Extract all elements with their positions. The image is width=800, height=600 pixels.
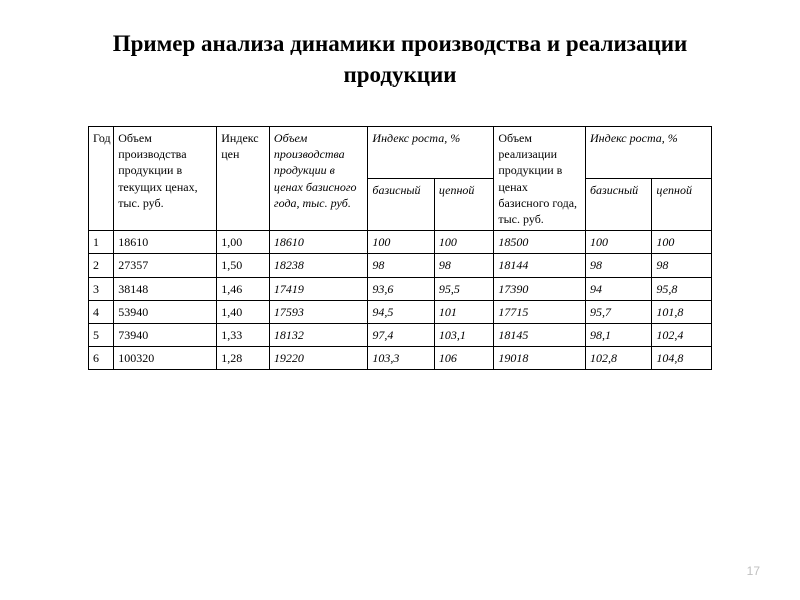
table-cell: 18132: [269, 323, 367, 346]
table-cell: 94,5: [368, 300, 434, 323]
col-prod-cur: Объем производства продукции в текущих ц…: [114, 127, 217, 231]
table-cell: 1,00: [217, 231, 270, 254]
page-number: 17: [747, 564, 760, 578]
table-body: 1186101,0018610100100185001001002273571,…: [89, 231, 712, 370]
table-cell: 18238: [269, 254, 367, 277]
table-cell: 27357: [114, 254, 217, 277]
table-cell: 102,8: [585, 347, 651, 370]
table-row: 4539401,401759394,51011771595,7101,8: [89, 300, 712, 323]
table-cell: 98: [368, 254, 434, 277]
table-cell: 106: [434, 347, 494, 370]
table-cell: 103,3: [368, 347, 434, 370]
col-prod-base: Объем производства продукции в ценах баз…: [269, 127, 367, 231]
table-cell: 101: [434, 300, 494, 323]
table-cell: 18145: [494, 323, 586, 346]
table-cell: 1,40: [217, 300, 270, 323]
table-cell: 73940: [114, 323, 217, 346]
table-cell: 100: [585, 231, 651, 254]
table-row: 3381481,461741993,695,5173909495,8: [89, 277, 712, 300]
col-growth-prod-chain: цепной: [434, 179, 494, 231]
col-growth-sale-chain: цепной: [652, 179, 712, 231]
table-cell: 18610: [269, 231, 367, 254]
table-cell: 98,1: [585, 323, 651, 346]
table-cell: 94: [585, 277, 651, 300]
table-cell: 19018: [494, 347, 586, 370]
col-growth-prod: Индекс роста, %: [368, 127, 494, 179]
table-cell: 102,4: [652, 323, 712, 346]
page-title: Пример анализа динамики производства и р…: [88, 28, 712, 90]
col-price-idx: Индекс цен: [217, 127, 270, 231]
dynamics-table: Год Объем производства продукции в текущ…: [88, 126, 712, 370]
table-cell: 53940: [114, 300, 217, 323]
col-year: Год: [89, 127, 114, 231]
col-growth-prod-base: базисный: [368, 179, 434, 231]
table-cell: 18610: [114, 231, 217, 254]
table-cell: 19220: [269, 347, 367, 370]
table-cell: 17715: [494, 300, 586, 323]
table-cell: 93,6: [368, 277, 434, 300]
table-cell: 104,8: [652, 347, 712, 370]
col-sales-base: Объем реализации продукции в ценах базис…: [494, 127, 586, 231]
table-cell: 4: [89, 300, 114, 323]
table-cell: 17593: [269, 300, 367, 323]
table-cell: 98: [652, 254, 712, 277]
col-growth-sale-base: базисный: [585, 179, 651, 231]
table-cell: 38148: [114, 277, 217, 300]
table-cell: 103,1: [434, 323, 494, 346]
table-cell: 100320: [114, 347, 217, 370]
table-cell: 101,8: [652, 300, 712, 323]
table-cell: 100: [368, 231, 434, 254]
table-cell: 17419: [269, 277, 367, 300]
table-cell: 17390: [494, 277, 586, 300]
table-cell: 1,33: [217, 323, 270, 346]
table-cell: 100: [434, 231, 494, 254]
table-row: 61003201,2819220103,310619018102,8104,8: [89, 347, 712, 370]
table-cell: 18500: [494, 231, 586, 254]
table-row: 1186101,001861010010018500100100: [89, 231, 712, 254]
table-cell: 98: [434, 254, 494, 277]
table-cell: 5: [89, 323, 114, 346]
table-cell: 2: [89, 254, 114, 277]
table-header: Год Объем производства продукции в текущ…: [89, 127, 712, 231]
table-cell: 98: [585, 254, 651, 277]
table-cell: 1,50: [217, 254, 270, 277]
table-cell: 1,28: [217, 347, 270, 370]
col-growth-sale: Индекс роста, %: [585, 127, 711, 179]
table-cell: 100: [652, 231, 712, 254]
table-row: 2273571,50182389898181449898: [89, 254, 712, 277]
table-cell: 6: [89, 347, 114, 370]
table-cell: 95,7: [585, 300, 651, 323]
table-row: 5739401,331813297,4103,11814598,1102,4: [89, 323, 712, 346]
table-cell: 1: [89, 231, 114, 254]
table-cell: 1,46: [217, 277, 270, 300]
table-cell: 3: [89, 277, 114, 300]
table-cell: 97,4: [368, 323, 434, 346]
table-cell: 95,8: [652, 277, 712, 300]
table-cell: 18144: [494, 254, 586, 277]
table-cell: 95,5: [434, 277, 494, 300]
